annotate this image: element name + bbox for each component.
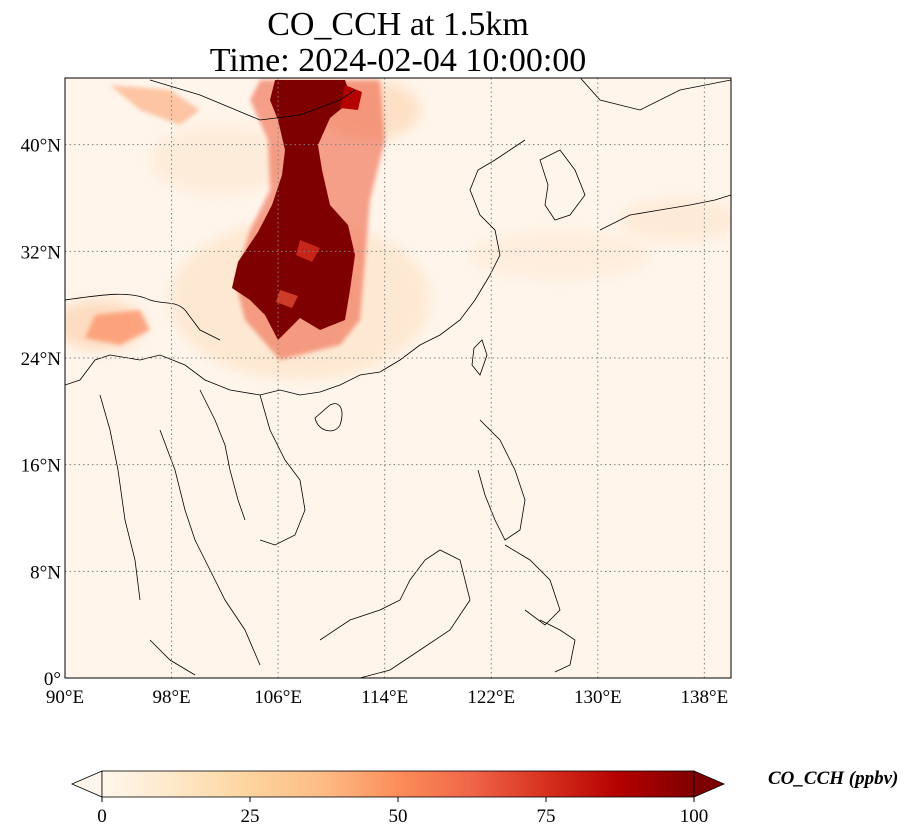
- colorbar-tick-label: 75: [537, 806, 556, 827]
- latitude-tick-label: 0°: [44, 669, 61, 690]
- colorbar-gradient: [101, 770, 695, 798]
- co-concentration-field: [65, 80, 731, 380]
- longitude-tick-label: 114°E: [361, 687, 408, 708]
- longitude-tick-label: 90°E: [46, 687, 84, 708]
- map-gridlines: [65, 78, 731, 678]
- colorbar-tick-label: 100: [680, 806, 709, 827]
- latitude-tick-label: 40°N: [21, 136, 62, 157]
- longitude-tick-label: 106°E: [254, 687, 302, 708]
- colorbar-tick-label: 25: [241, 806, 260, 827]
- map-title-line2: Time: 2024-02-04 10:00:00: [209, 42, 587, 79]
- map-frame: [64, 77, 732, 679]
- latitude-tick-label: 32°N: [21, 242, 62, 263]
- map-title-line1: CO_CCH at 1.5km: [267, 6, 529, 43]
- latitude-tick-label: 24°N: [21, 349, 62, 370]
- longitude-tick-labels: 90°E 98°E 106°E 114°E 122°E 130°E 138°E: [46, 687, 728, 708]
- longitude-tick-label: 98°E: [152, 687, 190, 708]
- coastlines-and-borders: [65, 78, 731, 678]
- colorbar-extend-min: [70, 770, 103, 798]
- colorbar-tick-label: 0: [97, 806, 107, 827]
- colorbar-tick-label: 50: [389, 806, 408, 827]
- colorbar-label: CO_CCH (ppbv): [768, 768, 899, 789]
- latitude-tick-label: 8°N: [30, 562, 61, 583]
- map-plot-area: [65, 78, 731, 678]
- colorbar-ticks: 0 25 50 75 100: [97, 797, 708, 827]
- latitude-tick-labels: 0° 8°N 16°N 24°N 32°N 40°N: [21, 136, 62, 690]
- latitude-tick-label: 16°N: [21, 456, 62, 477]
- longitude-tick-label: 130°E: [574, 687, 622, 708]
- colorbar-extend-max: [693, 770, 726, 798]
- longitude-tick-label: 138°E: [681, 687, 729, 708]
- longitude-tick-label: 122°E: [467, 687, 515, 708]
